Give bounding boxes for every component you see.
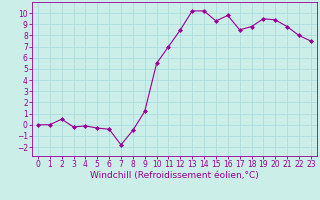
- X-axis label: Windchill (Refroidissement éolien,°C): Windchill (Refroidissement éolien,°C): [90, 171, 259, 180]
